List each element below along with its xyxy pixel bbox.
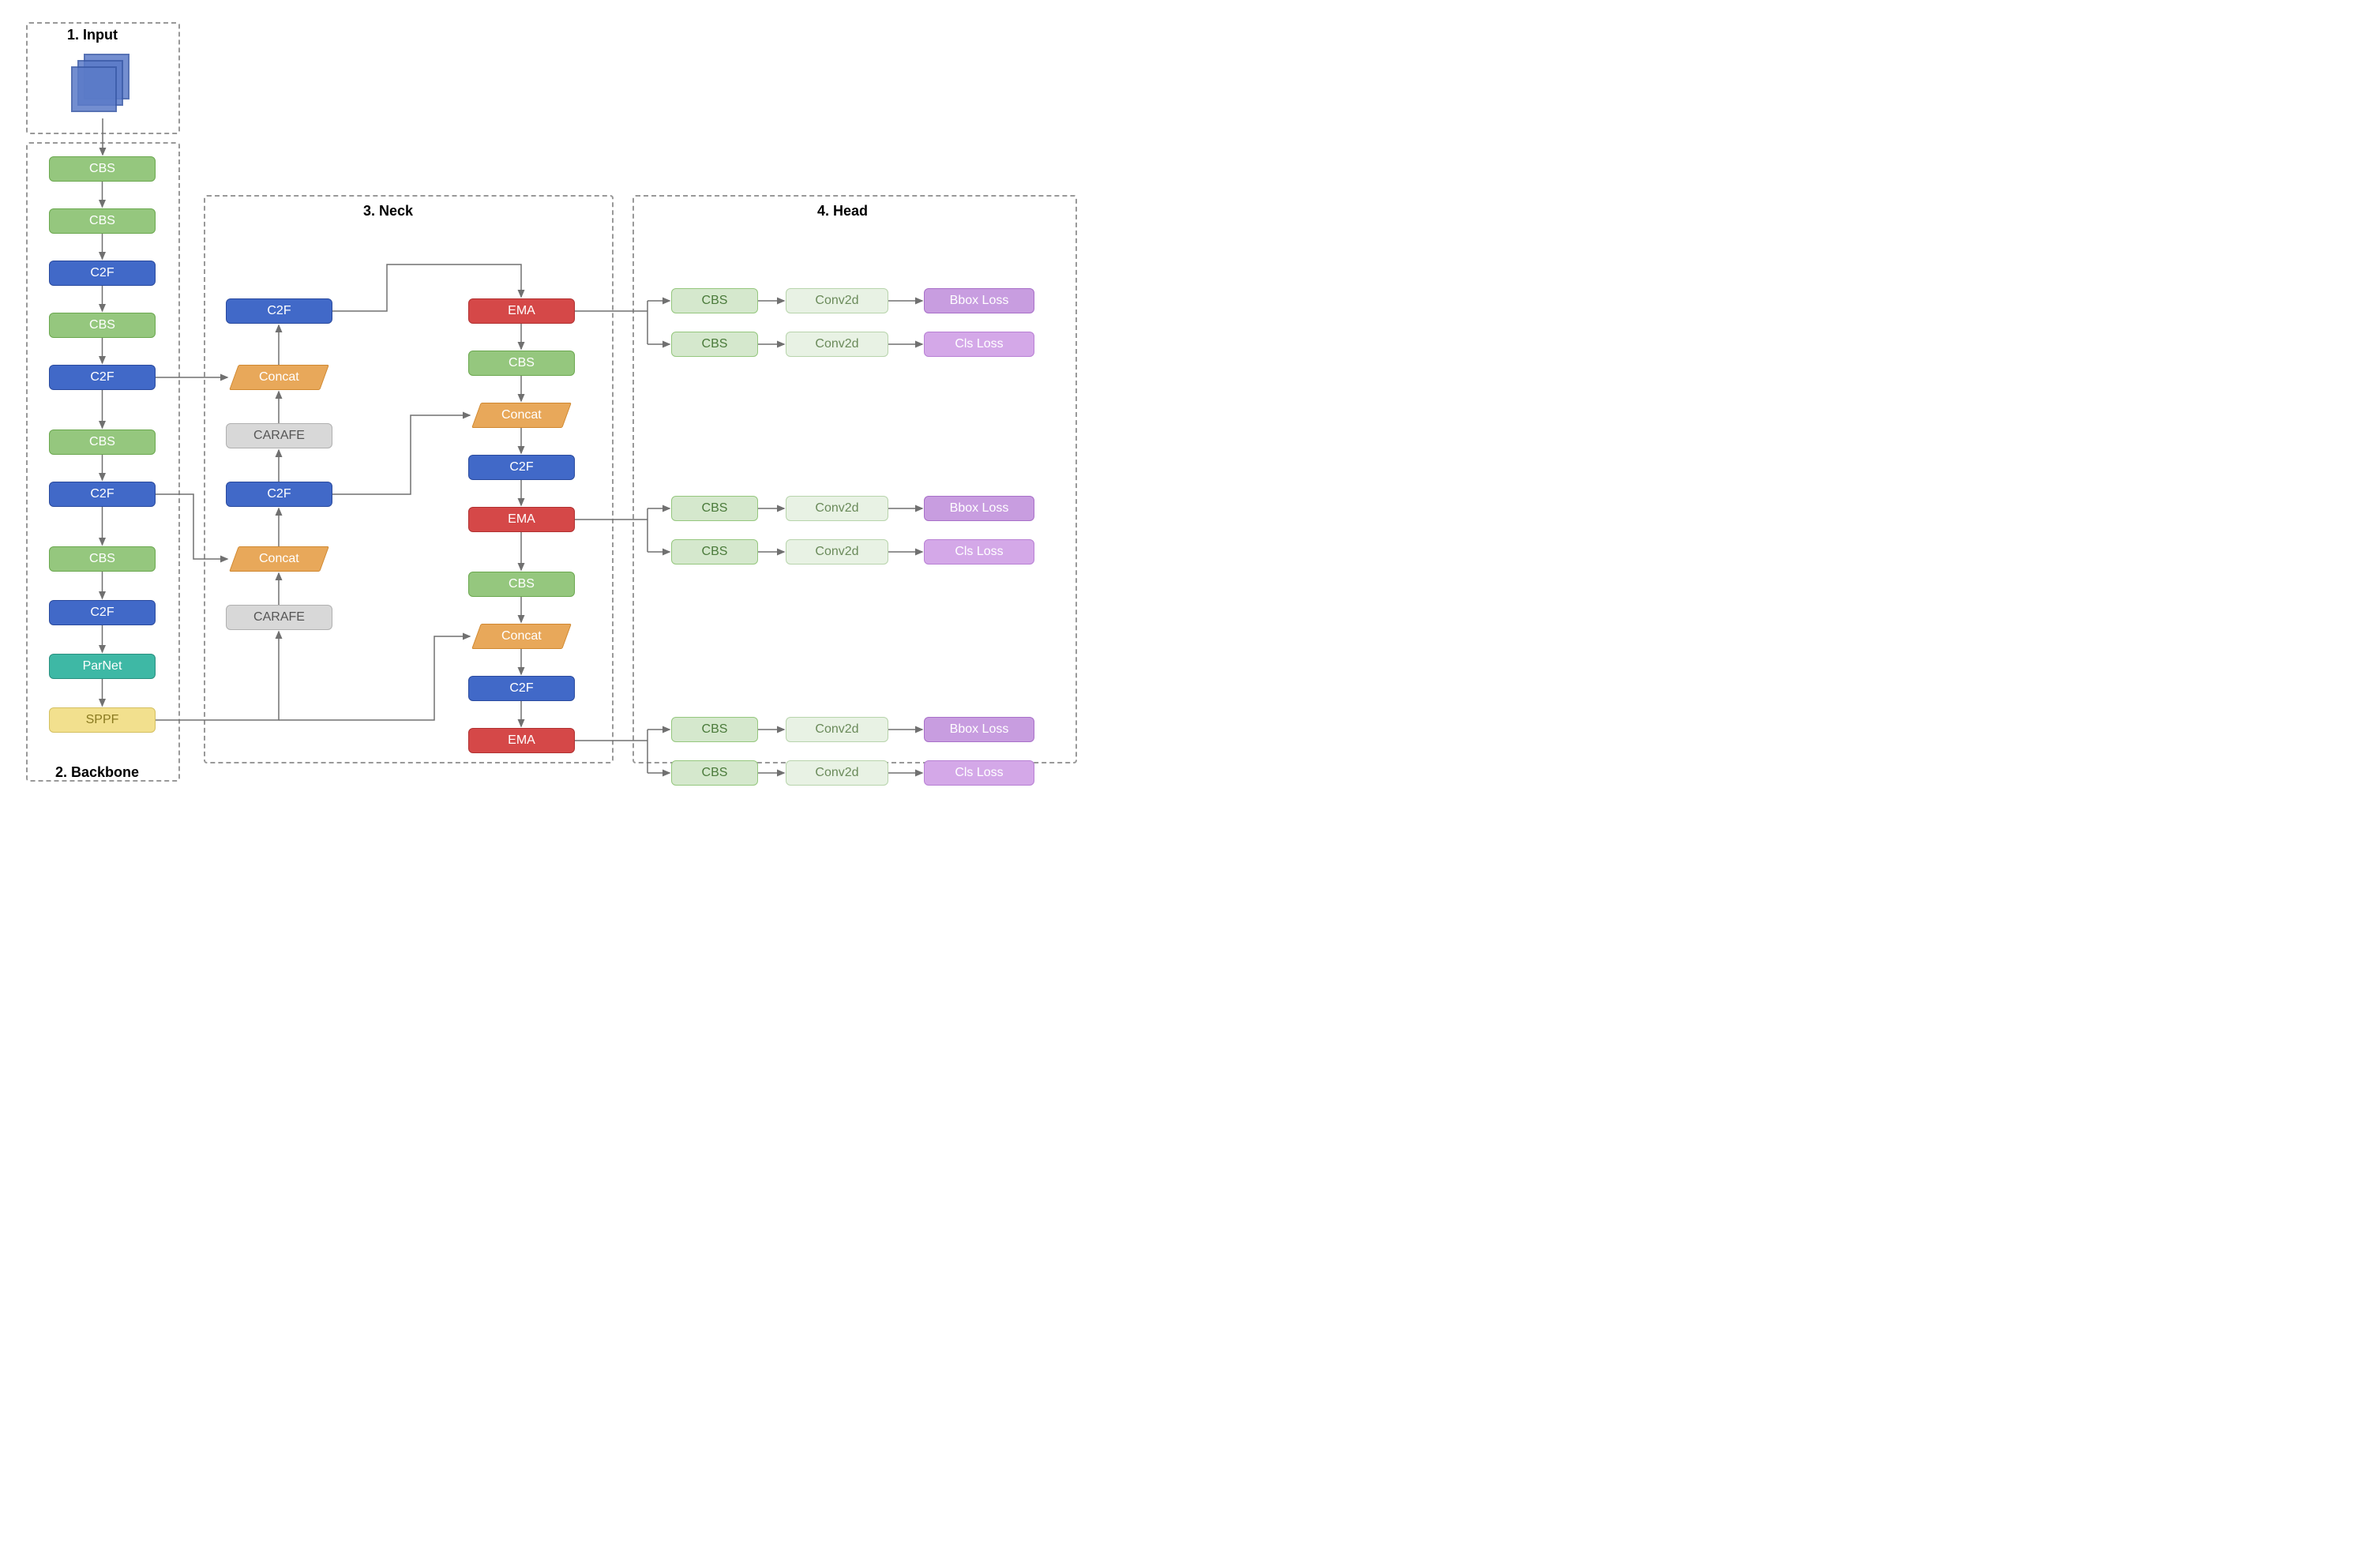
head-cls-loss-1: Cls Loss	[924, 332, 1034, 357]
head-bbox-loss-4: Bbox Loss	[924, 717, 1034, 742]
head-cbs-3: CBS	[671, 539, 758, 565]
head-bbox-loss-2: Bbox Loss	[924, 496, 1034, 521]
backbone-cbs-bb1: CBS	[49, 156, 156, 182]
neck-right-ema-nr_ema2: EMA	[468, 507, 575, 532]
neck-right-cbs-nr_cbs1: CBS	[468, 351, 575, 376]
neck-right-ema-nr_ema1: EMA	[468, 298, 575, 324]
backbone-cbs-bb6: CBS	[49, 430, 156, 455]
head-conv2d-4: Conv2d	[786, 717, 888, 742]
head-conv2d-2: Conv2d	[786, 496, 888, 521]
head-cbs-4: CBS	[671, 717, 758, 742]
head-cls-loss-3: Cls Loss	[924, 539, 1034, 565]
section-head-title: 4. Head	[817, 203, 868, 219]
head-conv2d-1: Conv2d	[786, 332, 888, 357]
section-backbone-title: 2. Backbone	[55, 764, 139, 781]
backbone-cbs-bb4: CBS	[49, 313, 156, 338]
backbone-c2f-bb3: C2F	[49, 261, 156, 286]
neck-right-c2f-nr_c2f2: C2F	[468, 676, 575, 701]
head-conv2d-0: Conv2d	[786, 288, 888, 313]
neck-left-carafe-nl_carafe1: CARAFE	[226, 423, 332, 448]
head-cbs-1: CBS	[671, 332, 758, 357]
backbone-cbs-bb8: CBS	[49, 546, 156, 572]
head-conv2d-3: Conv2d	[786, 539, 888, 565]
architecture-diagram: 1. Input 2. Backbone 3. Neck 4. Head CBS…	[16, 16, 1196, 800]
backbone-cbs-bb2: CBS	[49, 208, 156, 234]
neck-right-cbs-nr_cbs2: CBS	[468, 572, 575, 597]
section-backbone	[26, 142, 180, 782]
neck-left-c2f-nl_c2f1: C2F	[226, 298, 332, 324]
input-layer-front	[71, 66, 117, 112]
head-bbox-loss-0: Bbox Loss	[924, 288, 1034, 313]
section-head	[632, 195, 1077, 763]
neck-left-concat-nl_concat1: Concat	[229, 365, 329, 390]
neck-left-c2f-nl_c2f2: C2F	[226, 482, 332, 507]
neck-right-c2f-nr_c2f1: C2F	[468, 455, 575, 480]
neck-right-concat-nr_concat1: Concat	[471, 403, 572, 428]
neck-right-ema-nr_ema3: EMA	[468, 728, 575, 753]
head-cbs-0: CBS	[671, 288, 758, 313]
head-cbs-5: CBS	[671, 760, 758, 786]
head-cbs-2: CBS	[671, 496, 758, 521]
neck-left-carafe-nl_carafe2: CARAFE	[226, 605, 332, 630]
neck-left-concat-nl_concat2: Concat	[229, 546, 329, 572]
head-cls-loss-5: Cls Loss	[924, 760, 1034, 786]
backbone-sppf-bb11: SPPF	[49, 707, 156, 733]
neck-right-concat-nr_concat2: Concat	[471, 624, 572, 649]
head-conv2d-5: Conv2d	[786, 760, 888, 786]
section-neck-title: 3. Neck	[363, 203, 413, 219]
backbone-c2f-bb9: C2F	[49, 600, 156, 625]
backbone-c2f-bb5: C2F	[49, 365, 156, 390]
backbone-c2f-bb7: C2F	[49, 482, 156, 507]
backbone-parnet-bb10: ParNet	[49, 654, 156, 679]
section-input-title: 1. Input	[67, 27, 118, 43]
